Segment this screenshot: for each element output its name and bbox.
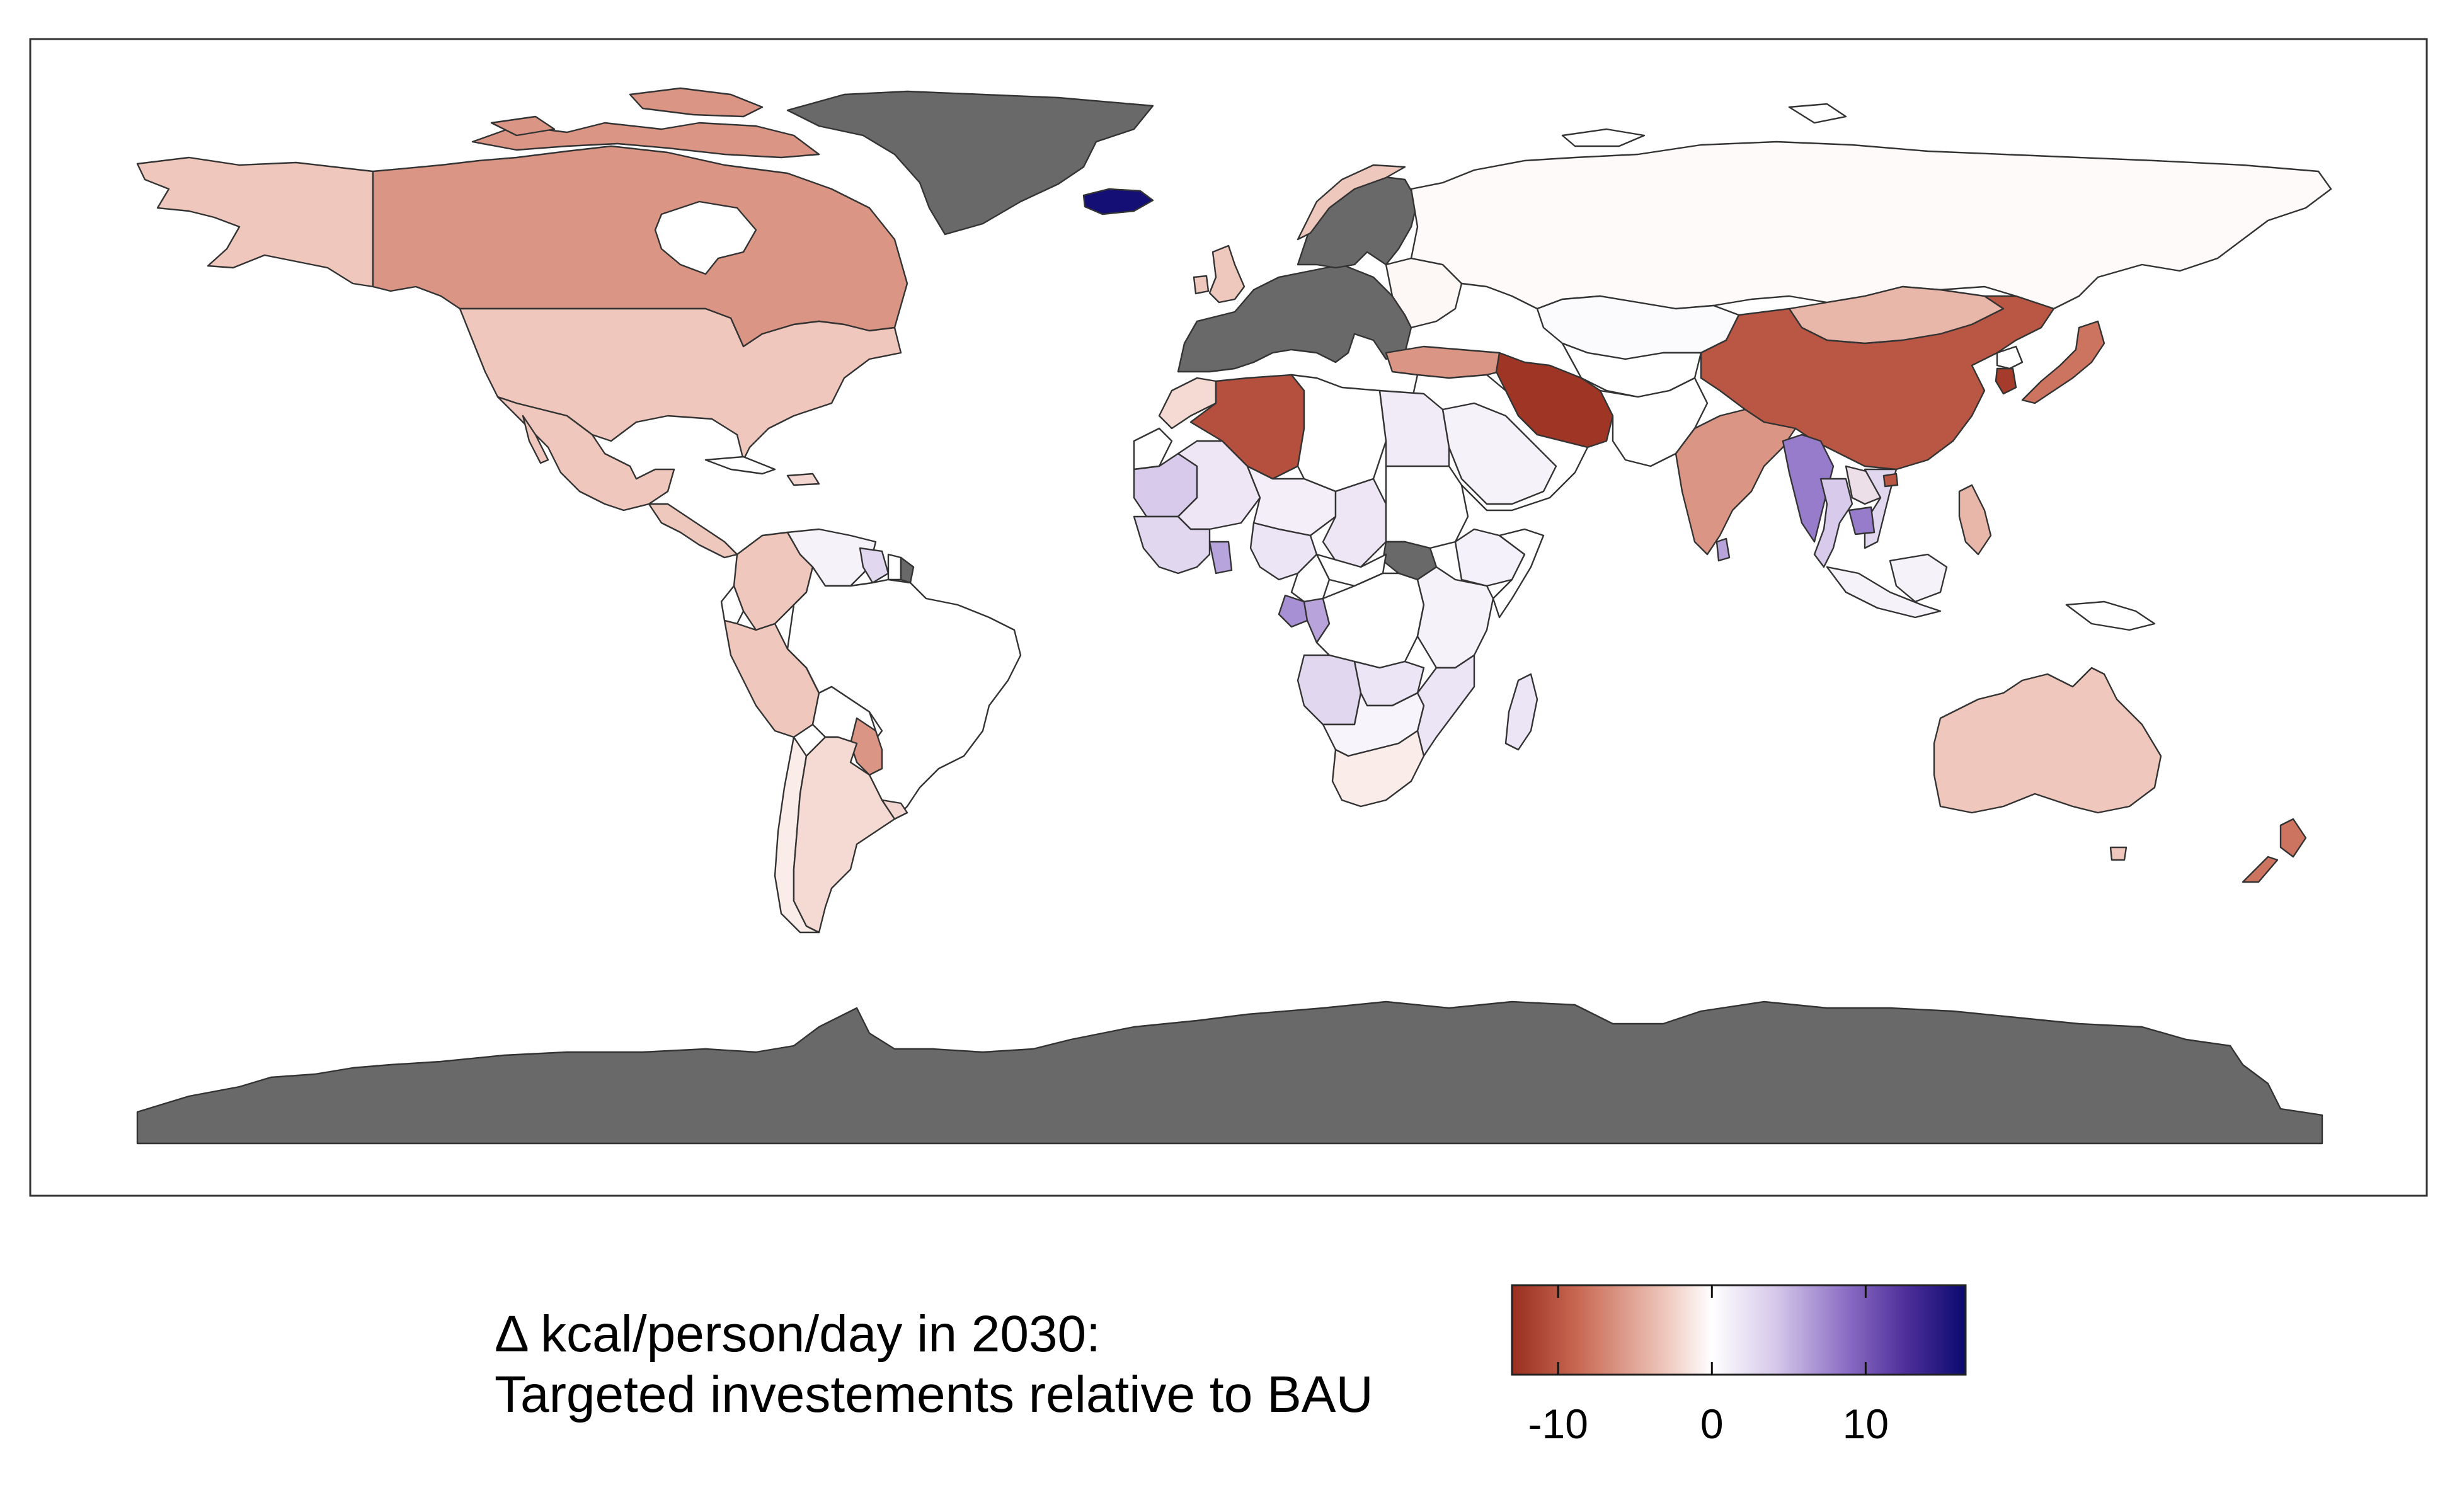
- region-niger: [1246, 465, 1337, 537]
- region-west-africa: [1133, 515, 1211, 575]
- region-venezuela: [786, 528, 877, 587]
- region-ghana: [1208, 541, 1233, 575]
- region-cuba: [704, 455, 776, 475]
- region-japan: [2021, 320, 2105, 404]
- region-philippines: [1958, 484, 1992, 556]
- region-tasmania: [2109, 846, 2128, 861]
- region-north-korea: [1996, 345, 2024, 370]
- region-sudan: [1385, 465, 1469, 549]
- region-canada-islands: [490, 115, 556, 137]
- region-saudi-arabia: [1441, 402, 1557, 505]
- region-east-africa: [1416, 566, 1494, 669]
- region-hispaniola: [786, 472, 820, 486]
- region-greenland: [786, 90, 1154, 236]
- legend-title-line-1: Δ kcal/person/day in 2030:: [495, 1305, 1101, 1363]
- region-madagascar: [1504, 673, 1538, 751]
- region-canada-islands: [471, 122, 820, 159]
- region-western-sahara: [1133, 427, 1173, 471]
- region-alaska: [136, 156, 374, 288]
- region-china: [1700, 295, 2055, 471]
- region-borneo: [1889, 553, 1948, 603]
- region-thailand: [1813, 478, 1853, 568]
- region-somalia: [1492, 528, 1545, 619]
- region-suriname: [887, 553, 902, 581]
- region-gabon: [1278, 594, 1309, 628]
- region-russia-north-islands: [1788, 103, 1847, 124]
- region-antarctica: [136, 1000, 2323, 1145]
- region-myanmar: [1782, 433, 1835, 543]
- legend-tick-label: 10: [1842, 1400, 1889, 1447]
- region-guyana: [859, 547, 890, 584]
- region-new-zealand: [2242, 856, 2279, 883]
- region-south-africa: [1331, 730, 1425, 808]
- legend-title-line-2: Targeted investements relative to BAU: [495, 1366, 1373, 1423]
- hudson-bay: [654, 200, 757, 275]
- region-australia: [1933, 667, 2162, 814]
- region-mali: [1177, 440, 1261, 530]
- region-europe: [1177, 263, 1412, 373]
- region-uruguay: [881, 799, 908, 820]
- region-ireland: [1193, 275, 1210, 295]
- region-new-guinea: [2065, 600, 2156, 631]
- region-india: [1675, 408, 1797, 556]
- legend-tick-label: 0: [1700, 1400, 1724, 1447]
- region-algeria: [1189, 374, 1305, 480]
- legend-title: Δ kcal/person/day in 2030: Targeted inve…: [495, 1304, 1373, 1425]
- legend-tick-label: -10: [1528, 1400, 1588, 1447]
- region-canada-islands: [629, 87, 764, 118]
- region-new-zealand: [2279, 818, 2307, 858]
- region-indonesia: [1826, 566, 1942, 619]
- region-russia-north-islands: [1561, 128, 1646, 147]
- region-argentina: [793, 736, 896, 934]
- region-tunisia-libya: [1290, 374, 1387, 493]
- region-cambodia: [1848, 506, 1876, 536]
- legend-colorbar: [1511, 1284, 1967, 1376]
- region-south-korea: [1995, 367, 2017, 395]
- region-iceland: [1082, 188, 1154, 215]
- region-morocco: [1158, 377, 1217, 430]
- region-drc: [1315, 572, 1425, 669]
- region-uk: [1208, 244, 1246, 304]
- region-hainan: [1882, 472, 1899, 488]
- region-baja: [522, 415, 549, 464]
- region-norway-north: [1297, 164, 1406, 241]
- region-sri-lanka: [1715, 537, 1731, 562]
- region-mexico: [496, 396, 675, 512]
